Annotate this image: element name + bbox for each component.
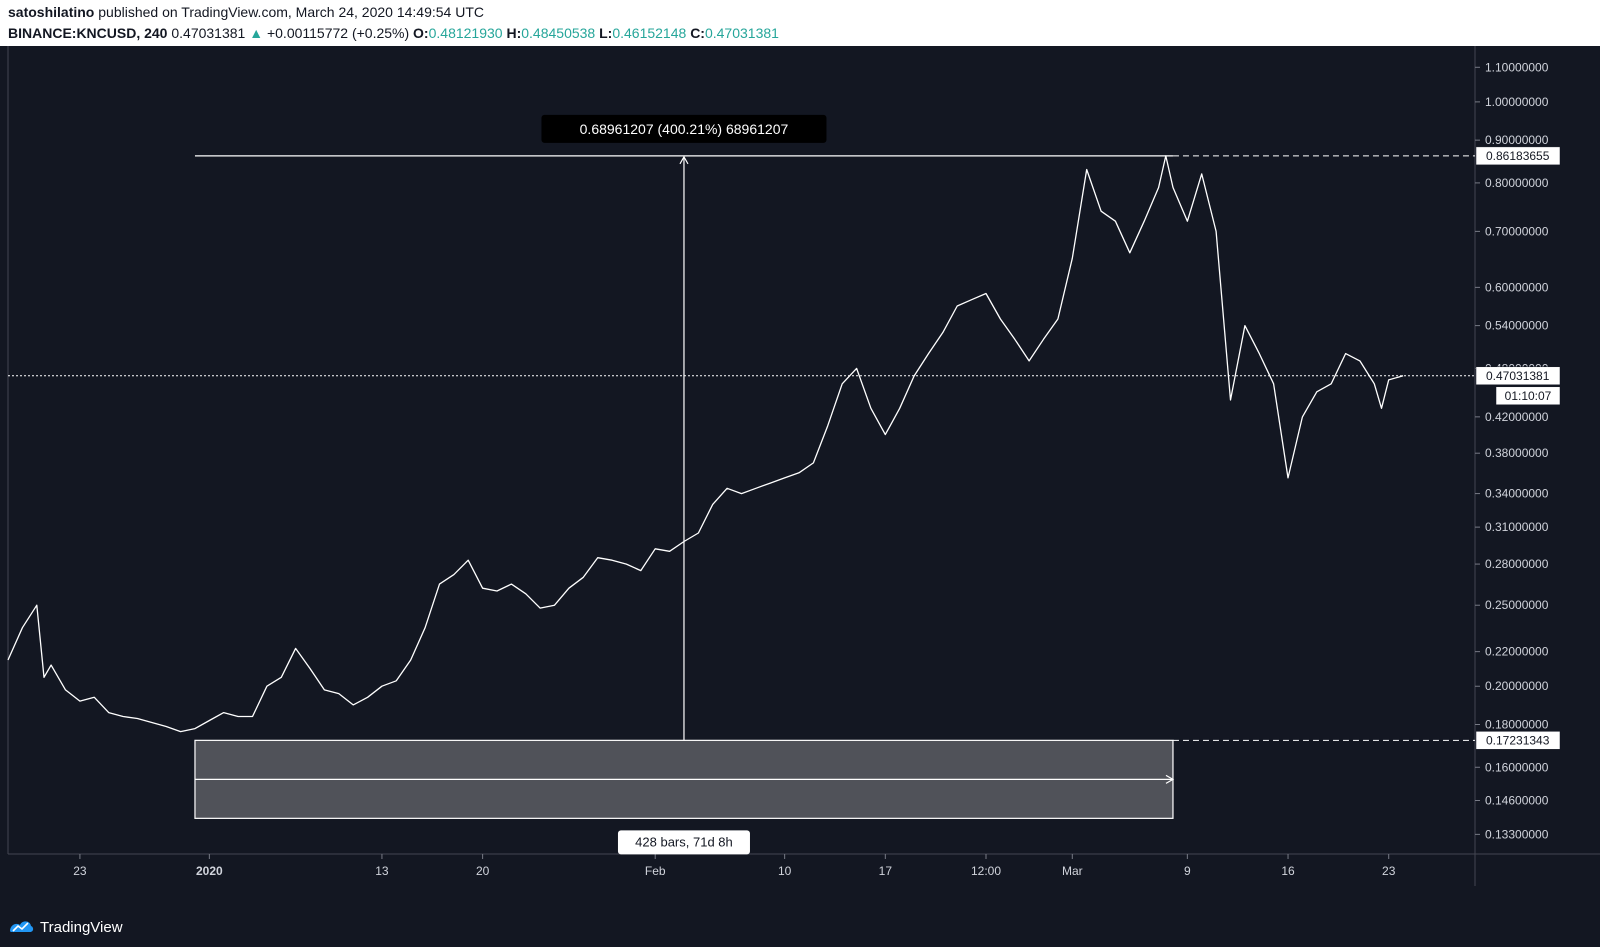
close-label: C:: [690, 25, 705, 41]
y-tick-label: 1.10000000: [1485, 60, 1549, 74]
y-tick-label: 0.42000000: [1485, 410, 1549, 424]
countdown-label: 01:10:07: [1505, 389, 1552, 403]
open-value: 0.48121930: [428, 25, 503, 41]
high-label: H:: [506, 25, 522, 41]
last-price: 0.47031381: [171, 25, 246, 41]
y-tick-label: 0.20000000: [1485, 679, 1549, 693]
footer-branding: TradingView: [8, 916, 123, 938]
bars-range-label: 428 bars, 71d 8h: [635, 834, 733, 849]
price-chart[interactable]: 1.10000000 1.00000000 0.90000000 0.80000000…: [0, 46, 1600, 947]
x-tick-label: 13: [375, 864, 389, 878]
up-arrowhead-icon: [679, 155, 689, 165]
close-value: 0.47031381: [704, 25, 779, 41]
published-text: published on TradingView.com, March 24, …: [94, 4, 485, 20]
high-value: 0.48450538: [521, 25, 596, 41]
x-tick-label: Feb: [645, 864, 666, 878]
x-tick-label: Mar: [1062, 864, 1083, 878]
x-tick-label: 12:00: [971, 864, 1001, 878]
last-price-tag: 0.47031381: [1486, 369, 1550, 383]
price-line: [7, 155, 1404, 733]
tradingview-brand[interactable]: TradingView: [40, 918, 123, 936]
bars-range-box: [617, 830, 750, 855]
x-tick-label: 9: [1184, 864, 1191, 878]
price-change-box: [541, 114, 827, 143]
y-tick-label: 0.34000000: [1485, 487, 1549, 501]
y-tick-label: 0.70000000: [1485, 224, 1549, 238]
price-change-label: 0.68961207 (400.21%) 68961207: [580, 121, 789, 137]
low-price-tag: 0.17231343: [1486, 733, 1550, 747]
y-tick-label: 0.60000000: [1485, 280, 1549, 294]
y-tick-label: 0.28000000: [1485, 557, 1549, 571]
change-up-icon: ▲: [249, 25, 264, 41]
x-tick-label: 10: [778, 864, 792, 878]
y-tick-label: 0.22000000: [1485, 645, 1549, 659]
y-tick-label: 0.13300000: [1485, 827, 1549, 841]
ohlc-legend: BINANCE:KNCUSD, 240 0.47031381 ▲ +0.0011…: [8, 25, 779, 41]
symbol-interval[interactable]: BINANCE:KNCUSD, 240: [8, 25, 168, 41]
x-tick-label: 17: [879, 864, 893, 878]
high-price-tag-box: [1475, 146, 1561, 166]
price-change: +0.00115772 (+0.25%): [266, 25, 410, 41]
low-label: L:: [599, 25, 613, 41]
x-tick-label: 23: [1382, 864, 1396, 878]
low-value: 0.46152148: [612, 25, 687, 41]
y-tick-label: 0.54000000: [1485, 319, 1549, 333]
y-tick-label: 0.90000000: [1485, 133, 1549, 147]
y-tick-label: 0.38000000: [1485, 446, 1549, 460]
last-price-tag-box: [1475, 366, 1561, 386]
right-arrowhead-icon: [1165, 774, 1175, 784]
y-tick-label: 0.25000000: [1485, 598, 1549, 612]
high-price-tag: 0.86183655: [1486, 149, 1550, 163]
y-tick-label: 1.00000000: [1485, 95, 1549, 109]
x-tick-label: 2020: [196, 864, 223, 878]
x-tick-label: 16: [1281, 864, 1295, 878]
x-tick-label: 23: [73, 864, 87, 878]
publish-info: satoshilatino published on TradingView.c…: [8, 4, 484, 20]
y-tick-label: 0.31000000: [1485, 520, 1549, 534]
low-price-tag-box: [1475, 731, 1561, 750]
y-tick-label: 0.14600000: [1485, 794, 1549, 808]
x-tick-label: 20: [476, 864, 490, 878]
author-name[interactable]: satoshilatino: [8, 4, 95, 20]
tradingview-logo-icon: [10, 921, 34, 932]
countdown-box: [1495, 386, 1561, 406]
open-label: O:: [413, 25, 429, 41]
y-tick-label: 0.16000000: [1485, 760, 1549, 774]
y-tick-label: 0.80000000: [1485, 176, 1549, 190]
y-tick-label: 0.18000000: [1485, 717, 1549, 731]
